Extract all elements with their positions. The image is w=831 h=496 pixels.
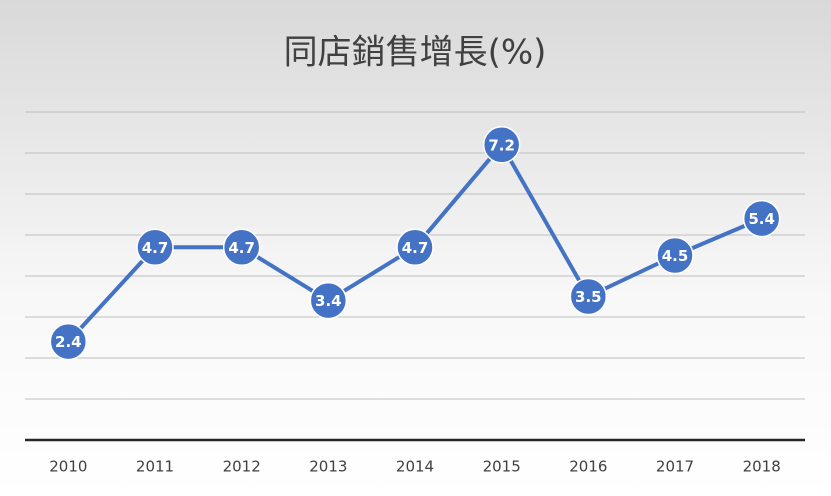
chart-title: 同店銷售增長(%) bbox=[284, 33, 547, 73]
marker bbox=[742, 199, 781, 238]
marker bbox=[569, 277, 608, 316]
x-tick-label: 2013 bbox=[309, 458, 347, 476]
marker bbox=[222, 228, 261, 267]
x-tick-label: 2014 bbox=[396, 458, 434, 476]
x-tick-label: 2010 bbox=[49, 458, 87, 476]
data-label: 4.7 bbox=[142, 239, 169, 257]
marker bbox=[482, 126, 521, 164]
data-label: 2.4 bbox=[55, 333, 82, 351]
marker bbox=[656, 236, 694, 275]
x-tick-label: 2017 bbox=[656, 458, 694, 476]
x-tick-label: 2016 bbox=[569, 458, 607, 476]
data-label: 4.7 bbox=[228, 239, 255, 257]
data-label: 5.4 bbox=[748, 210, 775, 228]
marker bbox=[396, 228, 434, 267]
x-tick-label: 2015 bbox=[483, 458, 521, 476]
data-label: 4.5 bbox=[662, 247, 689, 265]
x-tick-label: 2012 bbox=[223, 458, 261, 476]
marker bbox=[49, 322, 88, 361]
x-tick-label: 2011 bbox=[136, 458, 174, 476]
data-label: 3.4 bbox=[315, 292, 342, 310]
marker bbox=[309, 281, 348, 320]
marker bbox=[136, 228, 174, 267]
data-label: 3.5 bbox=[575, 288, 602, 306]
data-label: 7.2 bbox=[488, 136, 515, 154]
data-label: 4.7 bbox=[402, 239, 429, 257]
x-tick-label: 2018 bbox=[743, 458, 781, 476]
